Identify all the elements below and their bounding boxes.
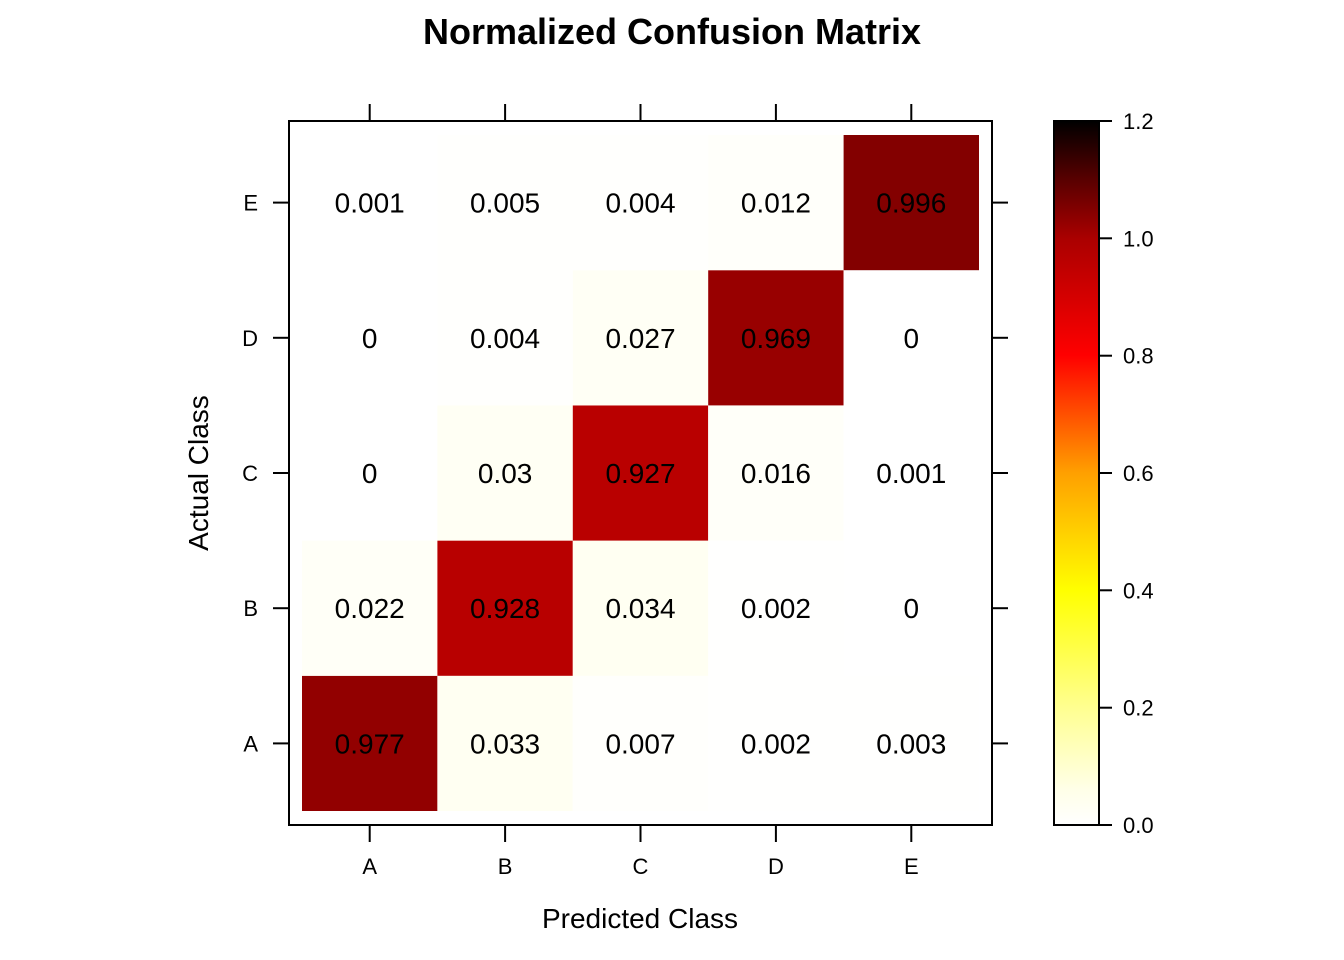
cell-value-B-D: 0.002 [741,593,811,624]
cell-value-A-E: 0.003 [876,728,946,759]
heatmap-cell-D-D [708,270,844,406]
y-axis: A B C D E [242,191,1008,756]
cell-value-C-E: 0.001 [876,458,946,489]
cell-value-A-D: 0.002 [741,728,811,759]
cell-value-C-C: 0.927 [605,458,675,489]
heatmap-cell-A-C [572,675,709,811]
cell-value-E-B: 0.005 [470,188,540,219]
cell-value-B-E: 0 [904,593,920,624]
heatmap-cell-D-B [437,270,573,406]
colorbar-tick-label-0.4: 0.4 [1123,578,1154,603]
x-tick-label-A: A [362,854,377,879]
x-tick-label-D: D [768,854,784,879]
cell-value-C-A: 0 [362,458,378,489]
cell-value-E-C: 0.004 [605,188,675,219]
x-tick-label-E: E [904,854,919,879]
x-axis-label: Predicted Class [542,903,738,934]
colorbar: 0.0 0.2 0.4 0.6 0.8 1.0 1.2 [1053,109,1154,838]
cell-value-A-A: 0.977 [335,728,405,759]
colorbar-tick-label-1.2: 1.2 [1123,109,1154,134]
cell-value-C-D: 0.016 [741,458,811,489]
y-tick-label-C: C [242,461,258,486]
cell-value-B-B: 0.928 [470,593,540,624]
heatmap-cell-B-C [572,540,709,676]
heatmap-cell-A-E [843,675,979,811]
heatmap-cell-C-A [302,405,438,541]
cell-value-D-C: 0.027 [605,323,675,354]
cell-value-C-B: 0.03 [478,458,533,489]
heatmap-cell-C-C [572,405,709,541]
heatmap-cell-E-D [708,135,844,271]
colorbar-gradient [1053,120,1100,826]
heatmap-cell-B-B [437,540,573,676]
colorbar-tick-label-0.2: 0.2 [1123,696,1154,721]
cell-value-A-B: 0.033 [470,728,540,759]
heatmap-cell-E-B [437,135,573,271]
cell-value-E-D: 0.012 [741,188,811,219]
heatmap-cell-C-B [437,405,573,541]
heatmap-cell-B-E [843,540,979,676]
y-tick-label-E: E [243,191,258,216]
heatmap-cell-E-A [302,135,438,271]
heatmap-cell-D-C [572,270,709,406]
y-tick-label-A: A [243,731,258,756]
cell-value-D-E: 0 [904,323,920,354]
heatmap-cell-E-C [572,135,709,271]
cell-value-D-B: 0.004 [470,323,540,354]
cell-value-D-A: 0 [362,323,378,354]
heatmap-cell-A-A [302,675,438,811]
heatmap-cell-C-D [708,405,844,541]
cell-value-B-C: 0.034 [605,593,675,624]
x-tick-label-B: B [498,854,513,879]
heatmap-cells [302,135,979,811]
heatmap-cell-E-E [843,135,979,271]
heatmap-cell-D-A [302,270,438,406]
x-tick-label-C: C [633,854,649,879]
cell-value-A-C: 0.007 [605,728,675,759]
heatmap-cell-B-D [708,540,844,676]
colorbar-tick-label-0.8: 0.8 [1123,344,1154,369]
cell-value-B-A: 0.022 [335,593,405,624]
heatmap-cell-C-E [843,405,979,541]
y-tick-label-B: B [243,596,258,621]
heatmap-cell-B-A [302,540,438,676]
colorbar-tick-label-1.0: 1.0 [1123,226,1154,251]
cell-value-labels: 0.977 0.033 0.007 0.002 0.003 0.022 0.928 0.034… [335,188,947,760]
colorbar-tick-label-0.0: 0.0 [1123,813,1154,838]
cell-value-E-E: 0.996 [876,188,946,219]
y-tick-label-D: D [242,326,258,351]
colorbar-tick-label-0.6: 0.6 [1123,461,1154,486]
heatmap-cell-A-B [437,675,573,811]
cell-value-D-D: 0.969 [741,323,811,354]
y-axis-label: Actual Class [183,395,214,551]
x-axis: A B C D E [362,104,919,879]
cell-value-E-A: 0.001 [335,188,405,219]
heatmap-cell-A-D [708,675,844,811]
heatmap-cell-D-E [843,270,979,406]
chart-title: Normalized Confusion Matrix [423,11,921,52]
